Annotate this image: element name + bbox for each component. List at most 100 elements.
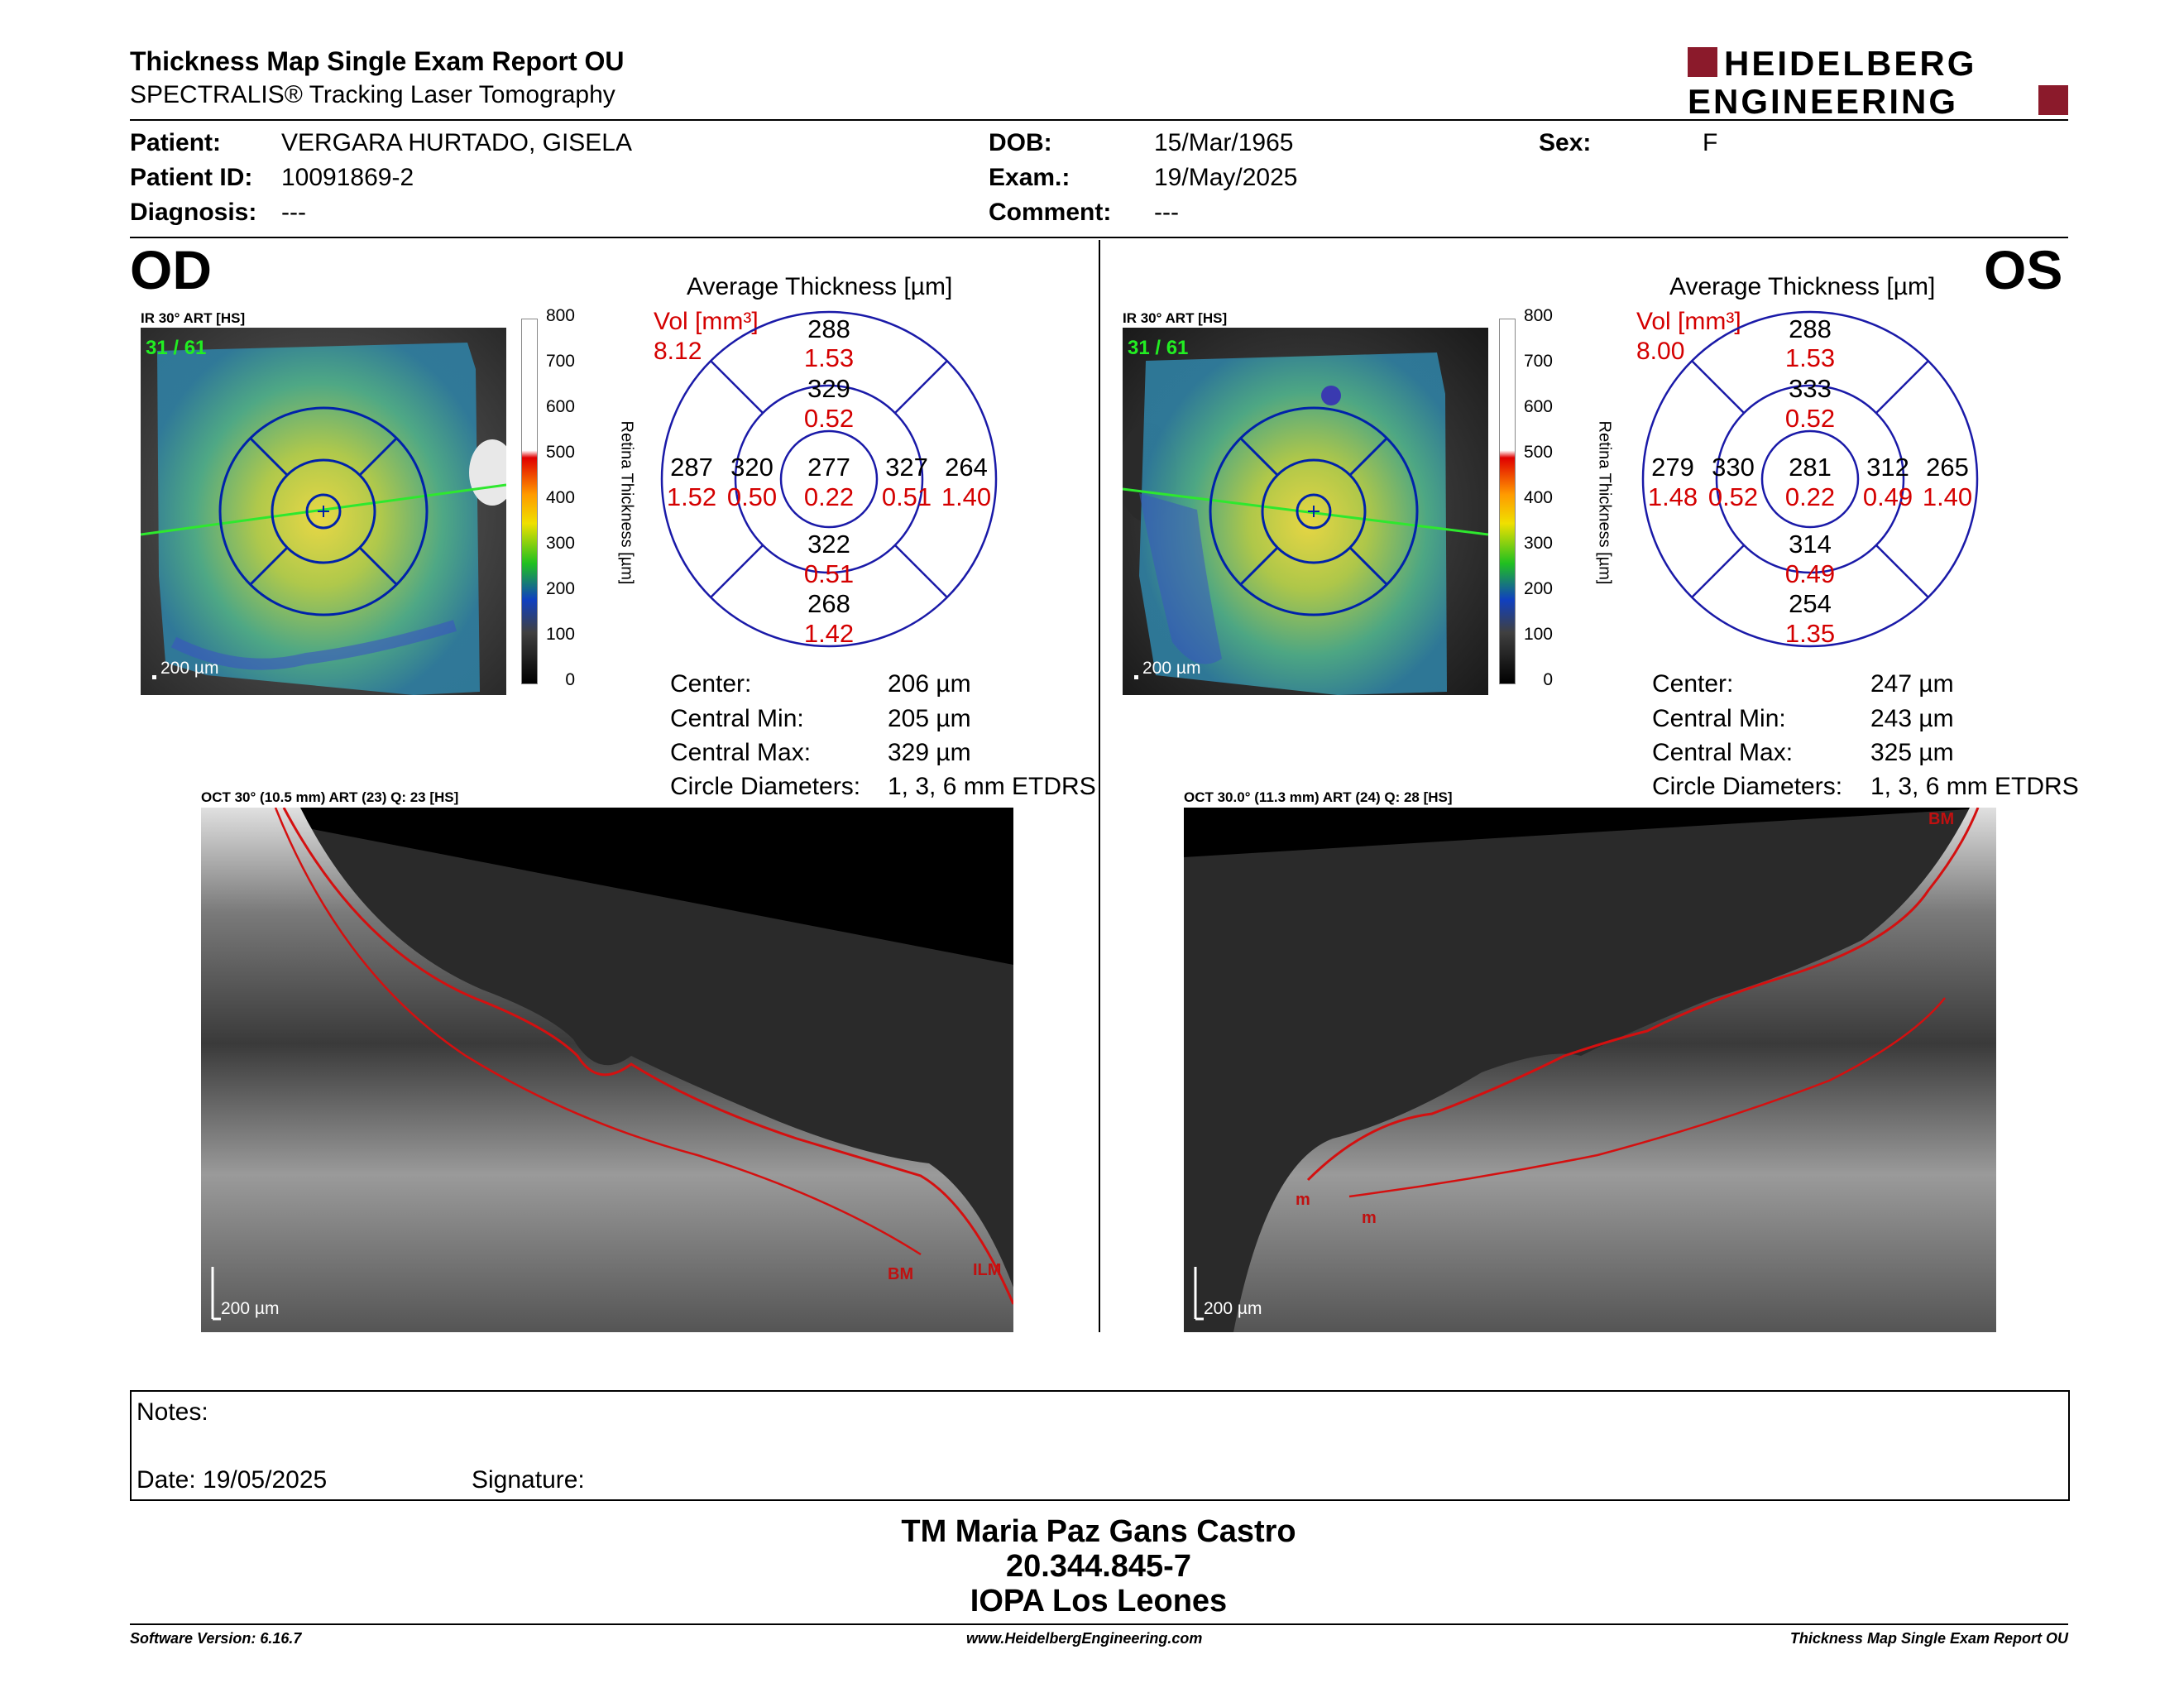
report-title: Thickness Map Single Exam Report OU (130, 46, 625, 76)
os-outer-inf-thick: 254 (1789, 589, 1832, 618)
os-eye-label: OS (1984, 239, 2063, 300)
od-center-value: 206 µm (888, 670, 971, 698)
od-colorbar (521, 319, 538, 684)
svg-text:ENGINEERING: ENGINEERING (1688, 82, 1958, 118)
svg-text:31 / 61: 31 / 61 (146, 337, 206, 359)
os-inner-inf-thick: 314 (1789, 530, 1832, 559)
od-colorbar-ticks: 800 700 600 500 400 300 200 100 0 (545, 306, 575, 689)
od-circ-value: 1, 3, 6 mm ETDRS (888, 773, 1096, 800)
os-fundus-map: 31 / 61 200 µm (1123, 328, 1488, 695)
od-center-thick: 277 (807, 453, 850, 482)
od-outer-temp-vol: 1.52 (666, 482, 717, 511)
os-outer-sup-vol: 1.53 (1784, 343, 1836, 372)
website-link[interactable]: www.HeidelbergEngineering.com (966, 1630, 1203, 1647)
os-inner-sup-thick: 333 (1789, 374, 1832, 403)
comment-label: Comment: (989, 199, 1112, 226)
od-colorbar-title: Retina Thickness [µm] (617, 420, 636, 585)
svg-text:m: m (1362, 1209, 1377, 1227)
notes-label: Notes: (136, 1398, 208, 1426)
diagnosis-value: --- (281, 199, 306, 226)
od-outer-sup-thick: 288 (807, 314, 850, 343)
os-min-value: 243 µm (1870, 705, 1954, 732)
od-min-value: 205 µm (888, 705, 971, 732)
od-max-value: 329 µm (888, 739, 971, 766)
os-min-label: Central Min: (1652, 705, 1786, 732)
od-inner-sup-thick: 329 (807, 374, 850, 403)
os-circ-value: 1, 3, 6 mm ETDRS (1870, 773, 2079, 800)
od-circ-label: Circle Diameters: (670, 773, 861, 800)
od-outer-nasal-vol: 1.40 (941, 482, 992, 511)
svg-text:200 µm: 200 µm (1204, 1299, 1262, 1318)
od-outer-inf-vol: 1.42 (803, 619, 855, 648)
footer-report-name: Thickness Map Single Exam Report OU (1789, 1630, 2068, 1647)
od-eye-label: OD (130, 239, 212, 300)
od-inner-inf-vol: 0.51 (803, 559, 855, 588)
od-inner-sup-vol: 0.52 (803, 404, 855, 433)
os-inner-left-vol: 0.52 (1707, 482, 1759, 511)
os-vol-label: Vol [mm³] (1636, 308, 1741, 335)
svg-text:HEIDELBERG: HEIDELBERG (1724, 46, 1976, 83)
heidelberg-logo: HEIDELBERG ENGINEERING (1688, 46, 2068, 118)
os-oct-scan: BM m m 200 µm (1184, 808, 1996, 1332)
os-inner-right-vol: 0.49 (1862, 482, 1913, 511)
comment-value: --- (1154, 199, 1179, 226)
od-vol-value: 8.12 (654, 338, 702, 365)
sex-label: Sex: (1539, 129, 1592, 156)
os-outer-left-thick: 279 (1651, 453, 1694, 482)
signer-institution: IOPA Los Leones (970, 1584, 1228, 1618)
od-inner-temp-vol: 0.50 (726, 482, 778, 511)
patient-id: 10091869-2 (281, 164, 414, 191)
od-max-label: Central Max: (670, 739, 812, 766)
od-inner-inf-thick: 322 (807, 530, 850, 559)
notes-box[interactable] (130, 1390, 2070, 1501)
od-outer-inf-thick: 268 (807, 589, 850, 618)
os-inner-sup-vol: 0.52 (1784, 404, 1836, 433)
os-outer-sup-thick: 288 (1789, 314, 1832, 343)
exam-value: 19/May/2025 (1154, 164, 1298, 191)
svg-text:BM: BM (888, 1265, 913, 1283)
dob-label: DOB: (989, 129, 1052, 156)
os-oct-label: OCT 30.0° (11.3 mm) ART (24) Q: 28 [HS] (1184, 789, 1453, 805)
os-colorbar-ticks: 800 700 600 500 400 300 200 100 0 (1523, 306, 1553, 689)
diagnosis-label: Diagnosis: (130, 199, 257, 226)
od-inner-temp-thick: 320 (730, 453, 774, 482)
exam-label: Exam.: (989, 164, 1070, 191)
os-circ-label: Circle Diameters: (1652, 773, 1843, 800)
patient-name: VERGARA HURTADO, GISELA (281, 129, 632, 156)
svg-text:200 µm: 200 µm (221, 1299, 279, 1318)
patient-id-label: Patient ID: (130, 164, 253, 191)
svg-text:31 / 61: 31 / 61 (1128, 337, 1188, 359)
svg-text:m: m (1296, 1191, 1310, 1209)
os-colorbar (1499, 319, 1516, 684)
signature-label: Signature: (472, 1466, 585, 1494)
os-max-value: 325 µm (1870, 739, 1954, 766)
os-etdrs-grid (1641, 310, 1979, 648)
os-outer-inf-vol: 1.35 (1784, 619, 1836, 648)
os-inner-right-thick: 312 (1866, 453, 1909, 482)
patient-label: Patient: (130, 129, 222, 156)
os-vol-value: 8.00 (1636, 338, 1685, 365)
eye-separator (1099, 240, 1100, 1332)
os-colorbar-title: Retina Thickness [µm] (1595, 420, 1614, 585)
os-center-label: Center: (1652, 670, 1734, 698)
svg-text:BM: BM (1928, 810, 1954, 828)
svg-text:ILM: ILM (973, 1261, 1001, 1279)
os-inner-inf-vol: 0.49 (1784, 559, 1836, 588)
od-outer-nasal-thick: 264 (945, 453, 988, 482)
os-max-label: Central Max: (1652, 739, 1794, 766)
od-etdrs-grid (660, 310, 998, 648)
od-inner-nasal-vol: 0.51 (881, 482, 932, 511)
os-center-thick: 281 (1789, 453, 1832, 482)
os-outer-left-vol: 1.48 (1647, 482, 1698, 511)
od-avg-title: Average Thickness [µm] (687, 273, 953, 300)
os-avg-title: Average Thickness [µm] (1669, 273, 1936, 300)
os-center-vol: 0.22 (1784, 482, 1836, 511)
dob-value: 15/Mar/1965 (1154, 129, 1294, 156)
od-oct-scan: BM ILM 200 µm (201, 808, 1013, 1332)
software-version: Software Version: 6.16.7 (130, 1630, 302, 1647)
od-outer-temp-thick: 287 (670, 453, 713, 482)
od-inner-nasal-thick: 327 (885, 453, 928, 482)
od-vol-label: Vol [mm³] (654, 308, 759, 335)
od-center-label: Center: (670, 670, 752, 698)
signer-rut: 20.344.845-7 (1006, 1549, 1191, 1584)
